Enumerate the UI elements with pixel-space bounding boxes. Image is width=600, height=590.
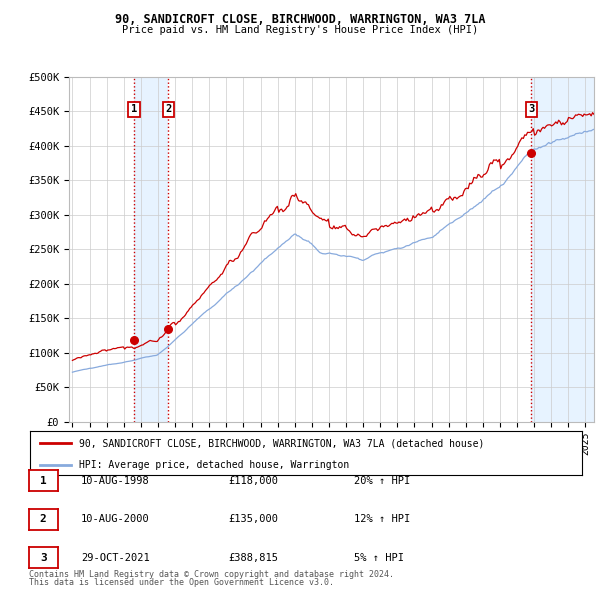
- Text: 90, SANDICROFT CLOSE, BIRCHWOOD, WARRINGTON, WA3 7LA (detached house): 90, SANDICROFT CLOSE, BIRCHWOOD, WARRING…: [79, 438, 484, 448]
- Bar: [134, 77, 169, 422]
- Text: 29-OCT-2021: 29-OCT-2021: [81, 553, 150, 562]
- Text: 12% ↑ HPI: 12% ↑ HPI: [354, 514, 410, 524]
- Text: £135,000: £135,000: [228, 514, 278, 524]
- Text: 5% ↑ HPI: 5% ↑ HPI: [354, 553, 404, 562]
- Text: 3: 3: [528, 104, 535, 114]
- Text: This data is licensed under the Open Government Licence v3.0.: This data is licensed under the Open Gov…: [29, 578, 334, 587]
- Text: 10-AUG-1998: 10-AUG-1998: [81, 476, 150, 486]
- Text: £118,000: £118,000: [228, 476, 278, 486]
- Text: HPI: Average price, detached house, Warrington: HPI: Average price, detached house, Warr…: [79, 460, 349, 470]
- Text: 20% ↑ HPI: 20% ↑ HPI: [354, 476, 410, 486]
- Text: 90, SANDICROFT CLOSE, BIRCHWOOD, WARRINGTON, WA3 7LA: 90, SANDICROFT CLOSE, BIRCHWOOD, WARRING…: [115, 13, 485, 26]
- Text: 1: 1: [40, 476, 47, 486]
- Bar: [531, 77, 594, 422]
- Text: Contains HM Land Registry data © Crown copyright and database right 2024.: Contains HM Land Registry data © Crown c…: [29, 570, 394, 579]
- Text: £388,815: £388,815: [228, 553, 278, 562]
- Text: 10-AUG-2000: 10-AUG-2000: [81, 514, 150, 524]
- Text: 2: 2: [165, 104, 172, 114]
- Text: 2: 2: [40, 514, 47, 524]
- Text: Price paid vs. HM Land Registry's House Price Index (HPI): Price paid vs. HM Land Registry's House …: [122, 25, 478, 35]
- Text: 1: 1: [131, 104, 137, 114]
- Text: 3: 3: [40, 553, 47, 562]
